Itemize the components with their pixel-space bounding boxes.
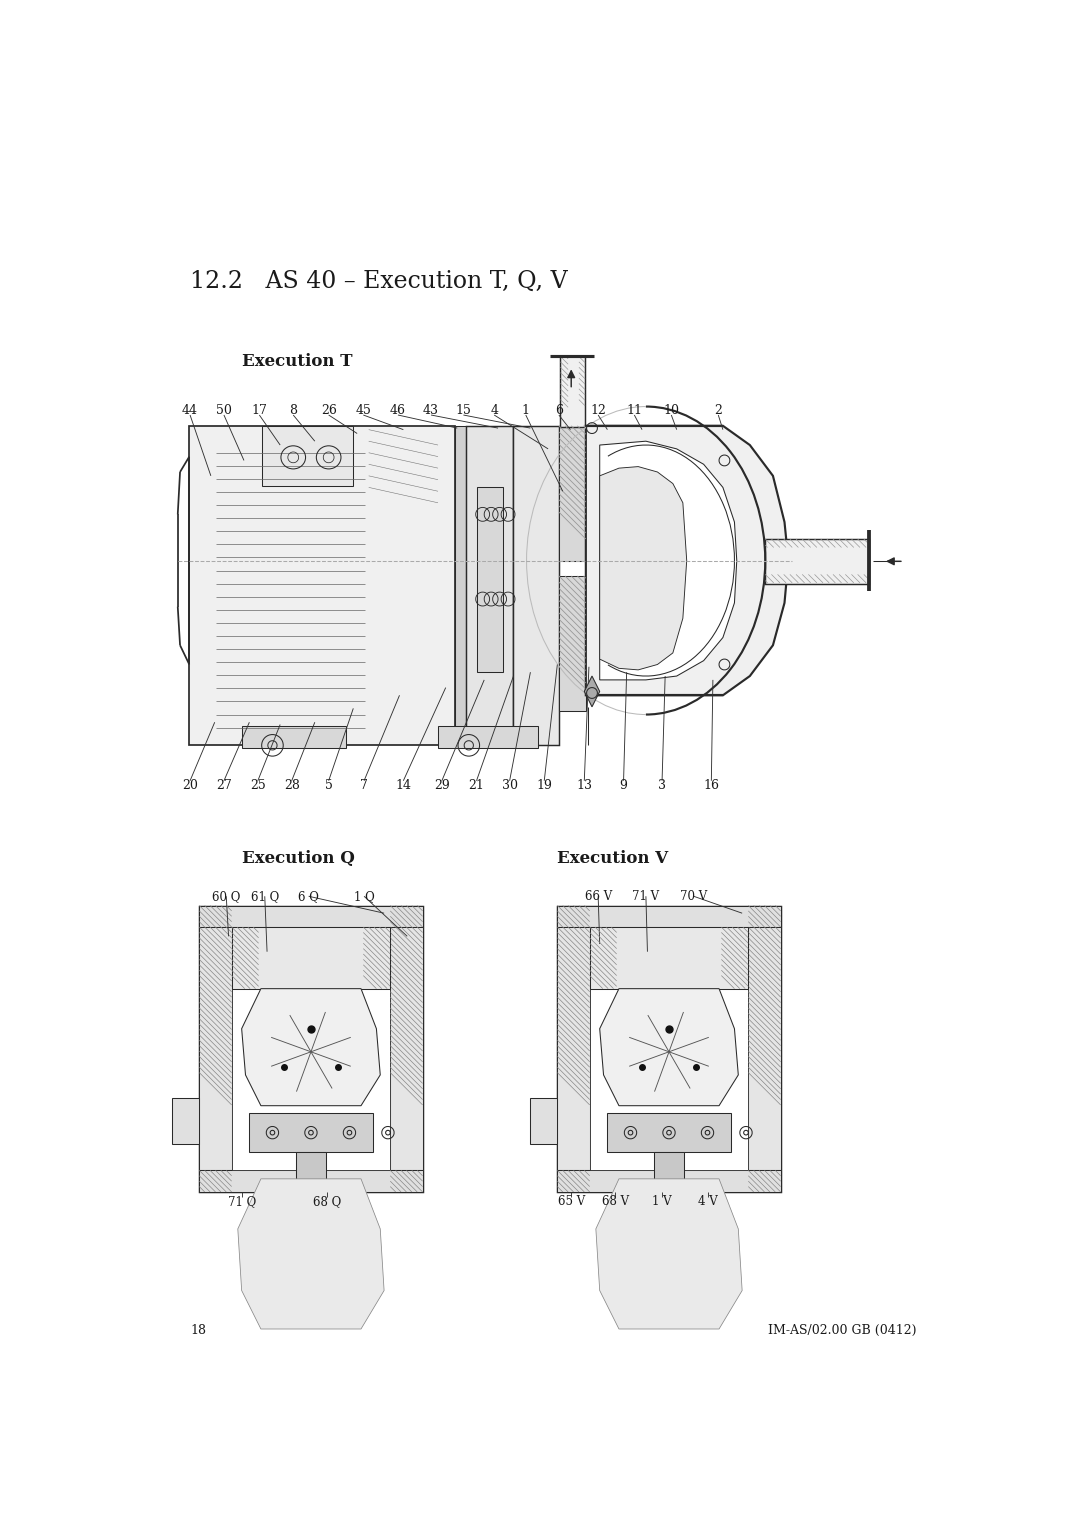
- Text: 5: 5: [325, 779, 333, 793]
- Bar: [189, 426, 455, 745]
- Text: 43: 43: [423, 403, 440, 417]
- Bar: [766, 539, 869, 583]
- Text: 14: 14: [395, 779, 411, 793]
- Text: 9: 9: [620, 779, 627, 793]
- Bar: [200, 906, 422, 927]
- Bar: [173, 1098, 200, 1144]
- Text: 30: 30: [501, 779, 517, 793]
- Text: 6: 6: [555, 403, 563, 417]
- Text: 1 Q: 1 Q: [354, 890, 375, 902]
- Bar: [557, 927, 590, 1170]
- Polygon shape: [585, 426, 788, 695]
- Bar: [748, 927, 781, 1170]
- Text: 2: 2: [714, 403, 723, 417]
- Text: Execution T: Execution T: [242, 353, 352, 370]
- Bar: [231, 927, 390, 988]
- Bar: [476, 487, 503, 672]
- Text: 68 V: 68 V: [602, 1194, 629, 1208]
- Text: 11: 11: [626, 403, 643, 417]
- Text: 21: 21: [469, 779, 485, 793]
- Text: 66 V: 66 V: [584, 890, 611, 902]
- Bar: [231, 927, 390, 1170]
- Polygon shape: [238, 1179, 384, 1328]
- Bar: [590, 927, 748, 1170]
- Bar: [557, 906, 781, 1193]
- Text: Execution Q: Execution Q: [242, 851, 354, 867]
- Text: 45: 45: [355, 403, 372, 417]
- Bar: [653, 1151, 685, 1179]
- Bar: [590, 927, 748, 988]
- Text: 1: 1: [522, 403, 530, 417]
- Text: 1 V: 1 V: [652, 1194, 672, 1208]
- Text: 12: 12: [591, 403, 606, 417]
- Text: 17: 17: [252, 403, 267, 417]
- Text: 60 Q: 60 Q: [212, 890, 241, 902]
- Bar: [200, 1170, 422, 1193]
- Polygon shape: [584, 676, 599, 707]
- Polygon shape: [242, 988, 380, 1106]
- Bar: [607, 1113, 730, 1151]
- Polygon shape: [599, 988, 739, 1106]
- Bar: [558, 426, 585, 560]
- Bar: [438, 727, 538, 748]
- Text: 44: 44: [183, 403, 198, 417]
- Text: 50: 50: [216, 403, 232, 417]
- Text: 7: 7: [360, 779, 368, 793]
- Bar: [455, 426, 467, 745]
- Text: 25: 25: [249, 779, 266, 793]
- Bar: [390, 927, 422, 1170]
- Text: 27: 27: [216, 779, 232, 793]
- Text: Execution V: Execution V: [557, 851, 669, 867]
- Bar: [249, 1113, 373, 1151]
- Text: 26: 26: [321, 403, 337, 417]
- Text: 71 V: 71 V: [632, 890, 660, 902]
- Text: 61 Q: 61 Q: [251, 890, 279, 902]
- Bar: [242, 727, 346, 748]
- Text: 29: 29: [434, 779, 449, 793]
- Bar: [557, 1170, 781, 1193]
- Text: 68 Q: 68 Q: [313, 1194, 341, 1208]
- Text: 65 V: 65 V: [557, 1194, 585, 1208]
- Bar: [296, 1151, 326, 1179]
- Text: 4 V: 4 V: [698, 1194, 717, 1208]
- Text: 19: 19: [537, 779, 552, 793]
- Text: 71 Q: 71 Q: [228, 1194, 257, 1208]
- Text: 20: 20: [183, 779, 198, 793]
- Text: 46: 46: [390, 403, 406, 417]
- Text: IM-AS/02.00 GB (0412): IM-AS/02.00 GB (0412): [769, 1324, 917, 1338]
- Bar: [558, 576, 585, 710]
- Text: 3: 3: [658, 779, 666, 793]
- Bar: [467, 426, 513, 745]
- Text: 16: 16: [703, 779, 719, 793]
- Bar: [557, 906, 781, 927]
- Text: 13: 13: [577, 779, 592, 793]
- Bar: [530, 1098, 557, 1144]
- Bar: [561, 356, 585, 428]
- Text: 70 V: 70 V: [680, 890, 707, 902]
- Bar: [200, 906, 422, 1193]
- Text: 10: 10: [663, 403, 679, 417]
- Text: 15: 15: [456, 403, 471, 417]
- Polygon shape: [596, 1179, 742, 1328]
- Text: 12.2   AS 40 – Execution T, Q, V: 12.2 AS 40 – Execution T, Q, V: [190, 269, 568, 293]
- Bar: [513, 426, 558, 745]
- Bar: [262, 426, 353, 486]
- Bar: [200, 927, 231, 1170]
- Text: 18: 18: [190, 1324, 206, 1338]
- Polygon shape: [599, 441, 737, 680]
- Text: 6 Q: 6 Q: [298, 890, 319, 902]
- Text: 4: 4: [490, 403, 498, 417]
- Polygon shape: [599, 467, 687, 670]
- Text: 28: 28: [284, 779, 299, 793]
- Text: 8: 8: [289, 403, 297, 417]
